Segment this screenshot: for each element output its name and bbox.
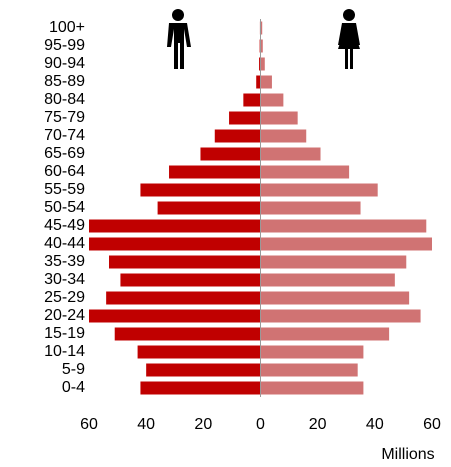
x-axis-label: Millions — [381, 446, 434, 463]
x-tick-label: 60 — [80, 416, 98, 433]
bar — [229, 111, 261, 125]
y-tick-label: 65-69 — [44, 145, 85, 162]
y-tick-label: 40-44 — [44, 235, 85, 252]
bar — [260, 273, 395, 287]
bar — [157, 201, 261, 215]
bar — [260, 255, 407, 269]
y-tick-label: 45-49 — [44, 217, 85, 234]
bar — [140, 381, 261, 395]
bar — [260, 291, 410, 305]
y-tick-label: 50-54 — [44, 199, 85, 216]
bar — [260, 147, 321, 161]
bar — [260, 309, 421, 323]
bar — [260, 39, 263, 53]
female-icon — [338, 9, 360, 69]
bar — [260, 363, 358, 377]
y-tick-label: 100+ — [49, 19, 85, 36]
bar — [260, 237, 432, 251]
bar — [256, 75, 261, 89]
y-tick-label: 60-64 — [44, 163, 85, 180]
x-tick-label: 60 — [423, 416, 441, 433]
bar — [260, 345, 364, 359]
bar — [260, 129, 307, 143]
x-tick-label: 20 — [194, 416, 212, 433]
y-tick-label: 95-99 — [44, 37, 85, 54]
bar — [106, 291, 261, 305]
bar — [89, 309, 261, 323]
x-tick-label: 0 — [256, 416, 265, 433]
male-icon — [167, 9, 191, 69]
bar — [89, 219, 261, 233]
bar — [169, 165, 261, 179]
bar — [260, 327, 390, 341]
bar — [260, 75, 272, 89]
y-tick-label: 5-9 — [62, 361, 85, 378]
bar — [260, 57, 265, 71]
bar — [260, 381, 364, 395]
bar — [259, 57, 261, 71]
bar — [214, 129, 261, 143]
bar — [200, 147, 261, 161]
x-tick-label: 20 — [309, 416, 327, 433]
y-tick-label: 15-19 — [44, 325, 85, 342]
y-tick-label: 20-24 — [44, 307, 85, 324]
y-tick-label: 85-89 — [44, 73, 85, 90]
bar — [114, 327, 261, 341]
y-tick-label: 30-34 — [44, 271, 85, 288]
bar — [89, 237, 261, 251]
bar — [260, 21, 263, 35]
bar — [137, 345, 261, 359]
x-tick-label: 40 — [366, 416, 384, 433]
bar — [260, 201, 361, 215]
bar — [140, 183, 261, 197]
bar — [260, 93, 284, 107]
bar — [120, 273, 261, 287]
y-tick-label: 80-84 — [44, 91, 85, 108]
x-tick-label: 40 — [137, 416, 155, 433]
y-tick-label: 0-4 — [62, 379, 85, 396]
y-tick-label: 25-29 — [44, 289, 85, 306]
y-tick-label: 75-79 — [44, 109, 85, 126]
y-tick-label: 70-74 — [44, 127, 85, 144]
bar — [260, 165, 350, 179]
bar — [146, 363, 261, 377]
y-tick-label: 10-14 — [44, 343, 85, 360]
bar — [109, 255, 261, 269]
bar — [243, 93, 261, 107]
y-tick-label: 55-59 — [44, 181, 85, 198]
bar — [260, 219, 427, 233]
bar — [260, 111, 298, 125]
y-tick-label: 90-94 — [44, 55, 85, 72]
bar — [260, 183, 378, 197]
y-tick-label: 35-39 — [44, 253, 85, 270]
